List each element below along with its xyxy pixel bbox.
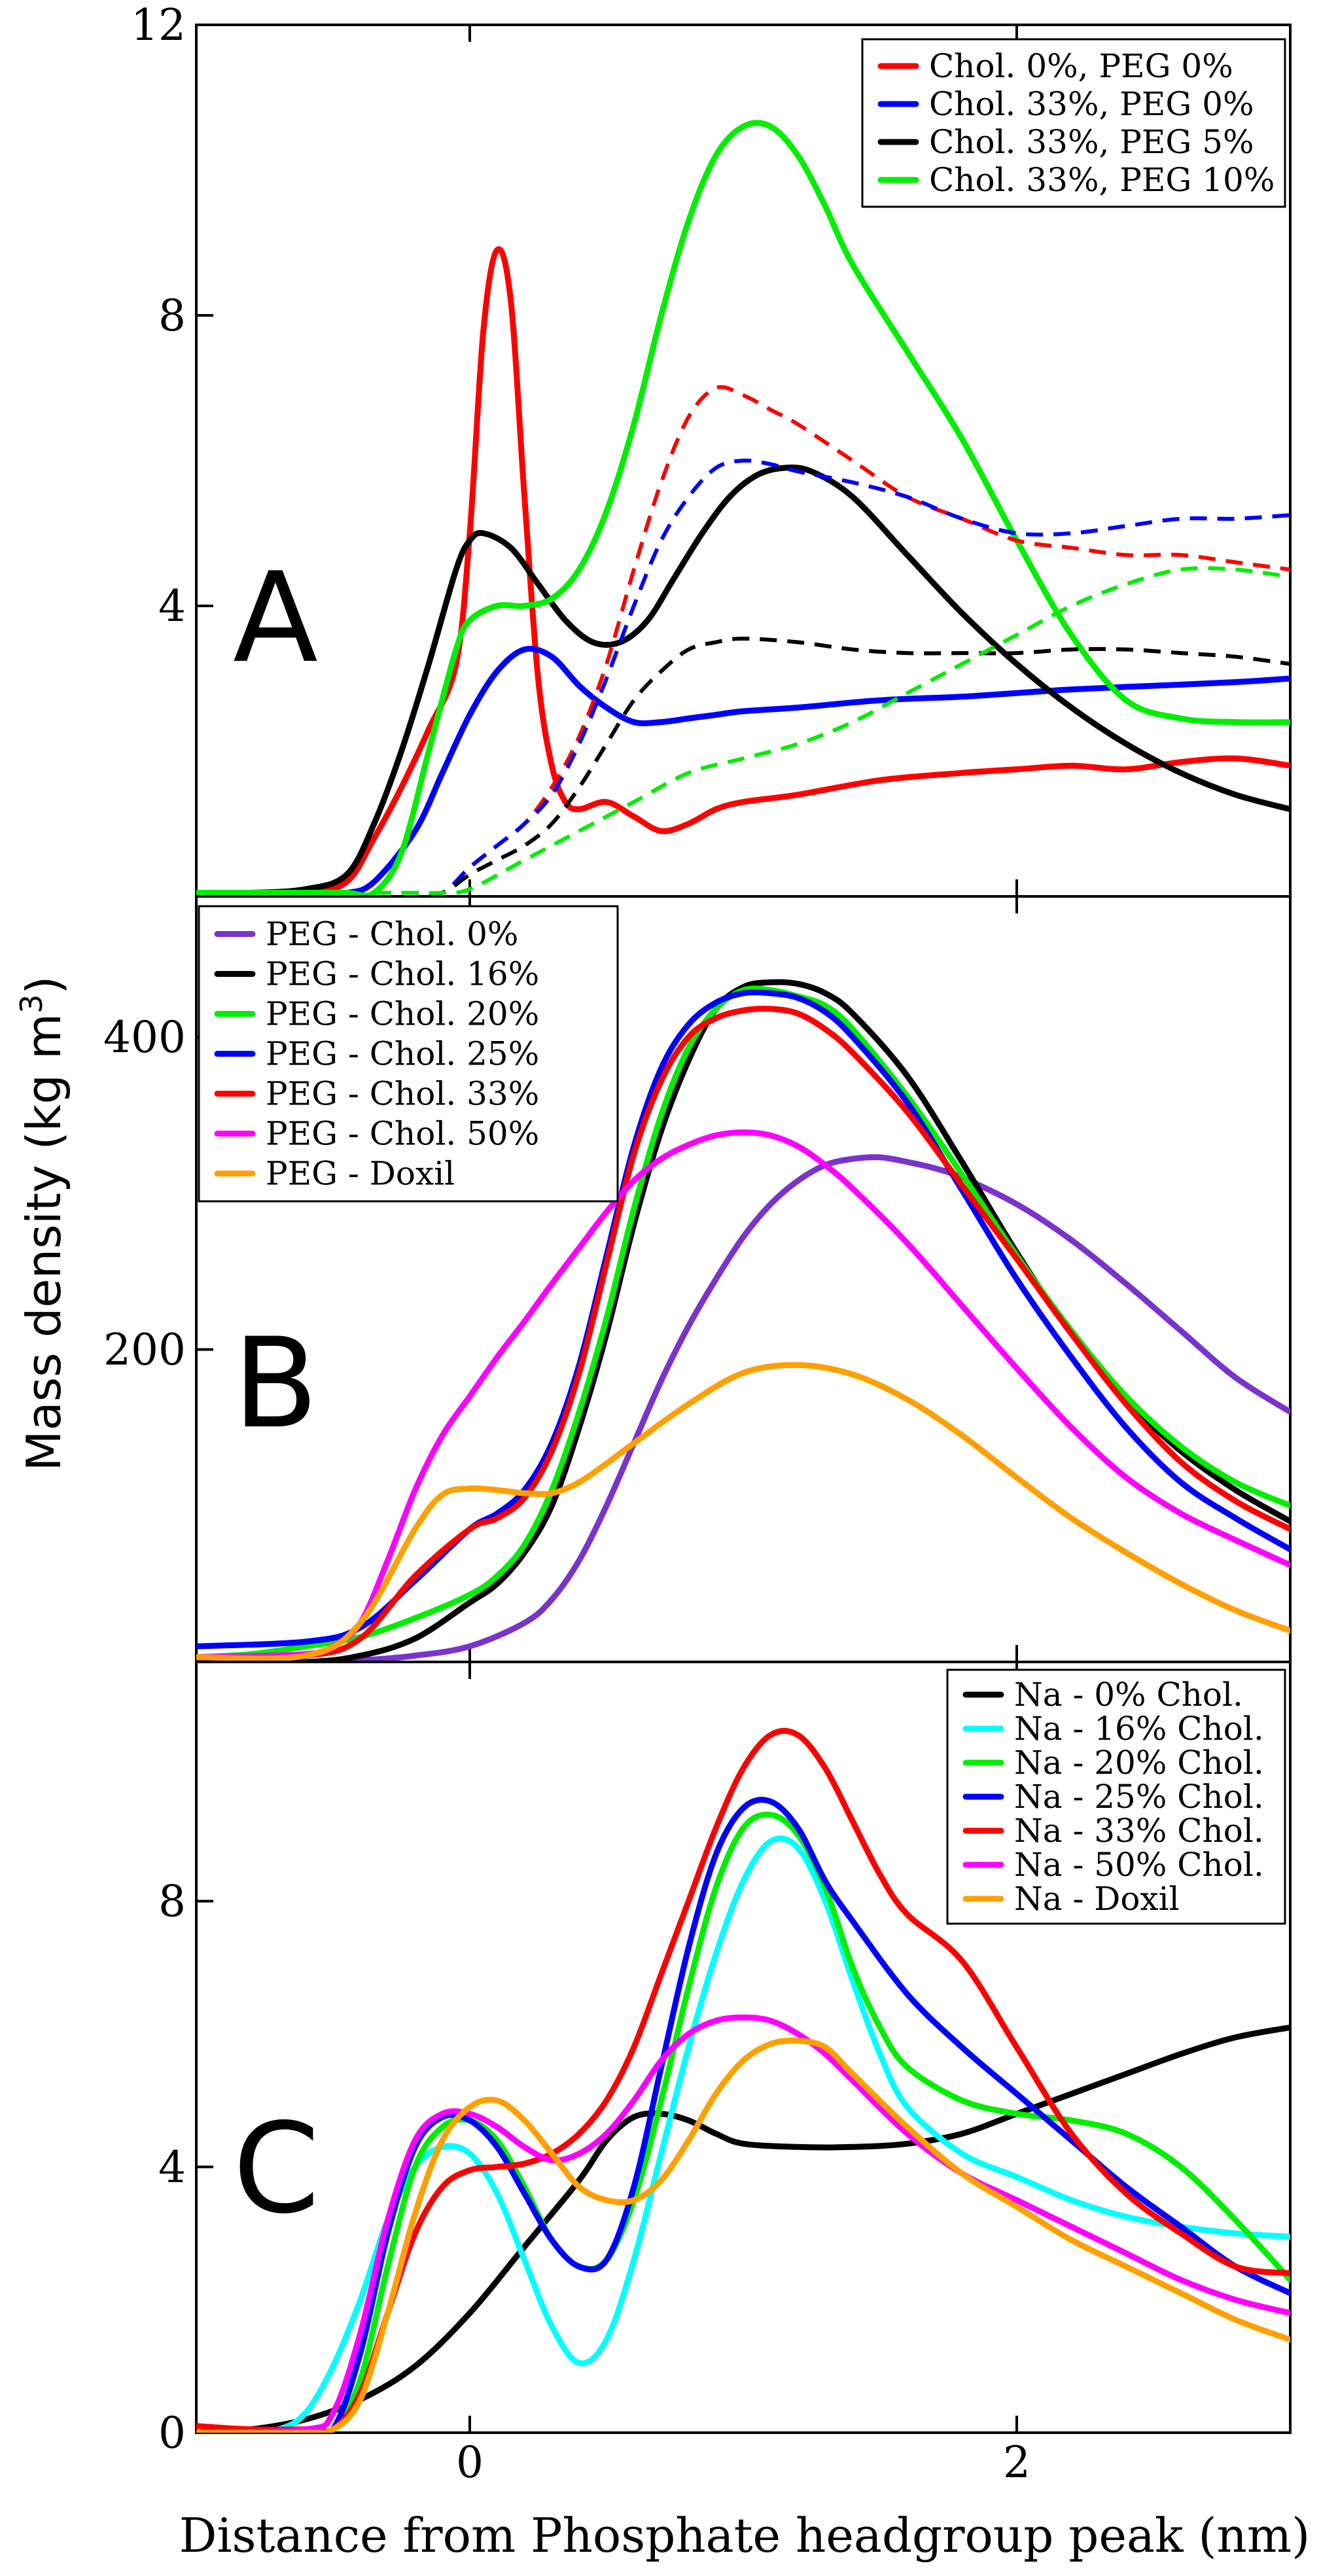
legend-label: PEG - Chol. 20% <box>266 995 539 1033</box>
panel-letter: A <box>233 546 318 690</box>
legend-box <box>861 38 1286 208</box>
series-line-chol-33-peg-5-solid <box>196 465 1290 896</box>
y-tick-label: 0 <box>158 2408 186 2458</box>
legend-label: PEG - Chol. 50% <box>266 1115 539 1153</box>
x-axis-title: Distance from Phosphate headgroup peak (… <box>179 2508 1310 2563</box>
legend-label: Chol. 33%, PEG 10% <box>929 161 1275 199</box>
plot-frame <box>195 1661 1292 2434</box>
panel-letter: C <box>233 2096 320 2241</box>
y-tick-label: 200 <box>103 1324 186 1375</box>
series-line-na-25-chol <box>196 1797 1290 2433</box>
legend-label: Na - 16% Chol. <box>1014 1710 1264 1748</box>
legend-label: Chol. 33%, PEG 5% <box>929 123 1254 161</box>
series-group <box>196 979 1290 1662</box>
y-tick-label: 8 <box>158 291 186 341</box>
y-tick-label: 4 <box>158 581 186 631</box>
legend-label: Na - 25% Chol. <box>1014 1778 1264 1816</box>
legend-label: PEG - Chol. 0% <box>266 915 518 953</box>
series-line-chol-0-peg-0-dashed <box>374 385 1290 896</box>
panel-letter: B <box>233 1311 318 1456</box>
series-line-na-20-chol <box>196 1811 1290 2433</box>
series-line-chol-33-peg-10-solid <box>196 120 1290 896</box>
legend: Chol. 0%, PEG 0%Chol. 33%, PEG 0%Chol. 3… <box>861 38 1286 208</box>
series-line-na-doxil <box>196 2038 1290 2433</box>
y-tick-label: 4 <box>158 2142 186 2193</box>
legend-label: Na - 33% Chol. <box>1014 1812 1264 1850</box>
series-line-chol-33-peg-0-dashed <box>374 458 1290 896</box>
legend-box <box>198 905 619 1203</box>
legend: Na - 0% Chol.Na - 16% Chol.Na - 20% Chol… <box>946 1668 1286 1925</box>
legend-label: Na - 0% Chol. <box>1014 1676 1243 1714</box>
x-tick-label: 2 <box>1003 2437 1030 2488</box>
series-line-chol-0-peg-0-solid <box>196 246 1290 896</box>
panel-c: 0 4 8 C Na - 0% Chol.Na - 16% Chol.Na - 20% … <box>158 1661 1292 2458</box>
legend-label: PEG - Chol. 25% <box>266 1035 539 1073</box>
series-line-peg-chol-0 <box>196 1154 1290 1662</box>
y-axis-title: Mass density (kg m3) <box>14 976 71 1472</box>
legend-label: PEG - Chol. 16% <box>266 955 539 993</box>
series-line-na-50-chol <box>196 2014 1290 2433</box>
legend-label: Chol. 0%, PEG 0% <box>929 47 1233 85</box>
legend-label: Na - 50% Chol. <box>1014 1846 1264 1884</box>
series-line-peg-doxil <box>196 1362 1290 1662</box>
y-tick-label: 400 <box>103 1012 186 1063</box>
legend-label: Na - Doxil <box>1014 1880 1180 1918</box>
legend: PEG - Chol. 0%PEG - Chol. 16%PEG - Chol.… <box>198 905 619 1203</box>
legend-label: Chol. 33%, PEG 0% <box>929 85 1254 123</box>
series-line-chol-33-peg-5-dashed <box>374 637 1290 896</box>
series-line-peg-chol-50 <box>196 1129 1290 1661</box>
legend-label: PEG - Doxil <box>266 1155 455 1193</box>
series-line-chol-33-peg-10-dashed <box>374 566 1290 895</box>
legend-label: PEG - Chol. 33% <box>266 1075 539 1113</box>
y-tick-label: 12 <box>131 0 186 50</box>
y-tick-label: 8 <box>158 1877 186 1927</box>
series-line-chol-33-peg-0-solid <box>196 645 1290 896</box>
series-group <box>196 120 1290 896</box>
x-tick-label: 0 <box>456 2437 484 2488</box>
series-line-peg-chol-33 <box>196 1006 1290 1661</box>
series-line-na-0-chol <box>196 2024 1290 2433</box>
legend-label: Na - 20% Chol. <box>1014 1744 1264 1782</box>
series-group <box>196 1727 1290 2433</box>
